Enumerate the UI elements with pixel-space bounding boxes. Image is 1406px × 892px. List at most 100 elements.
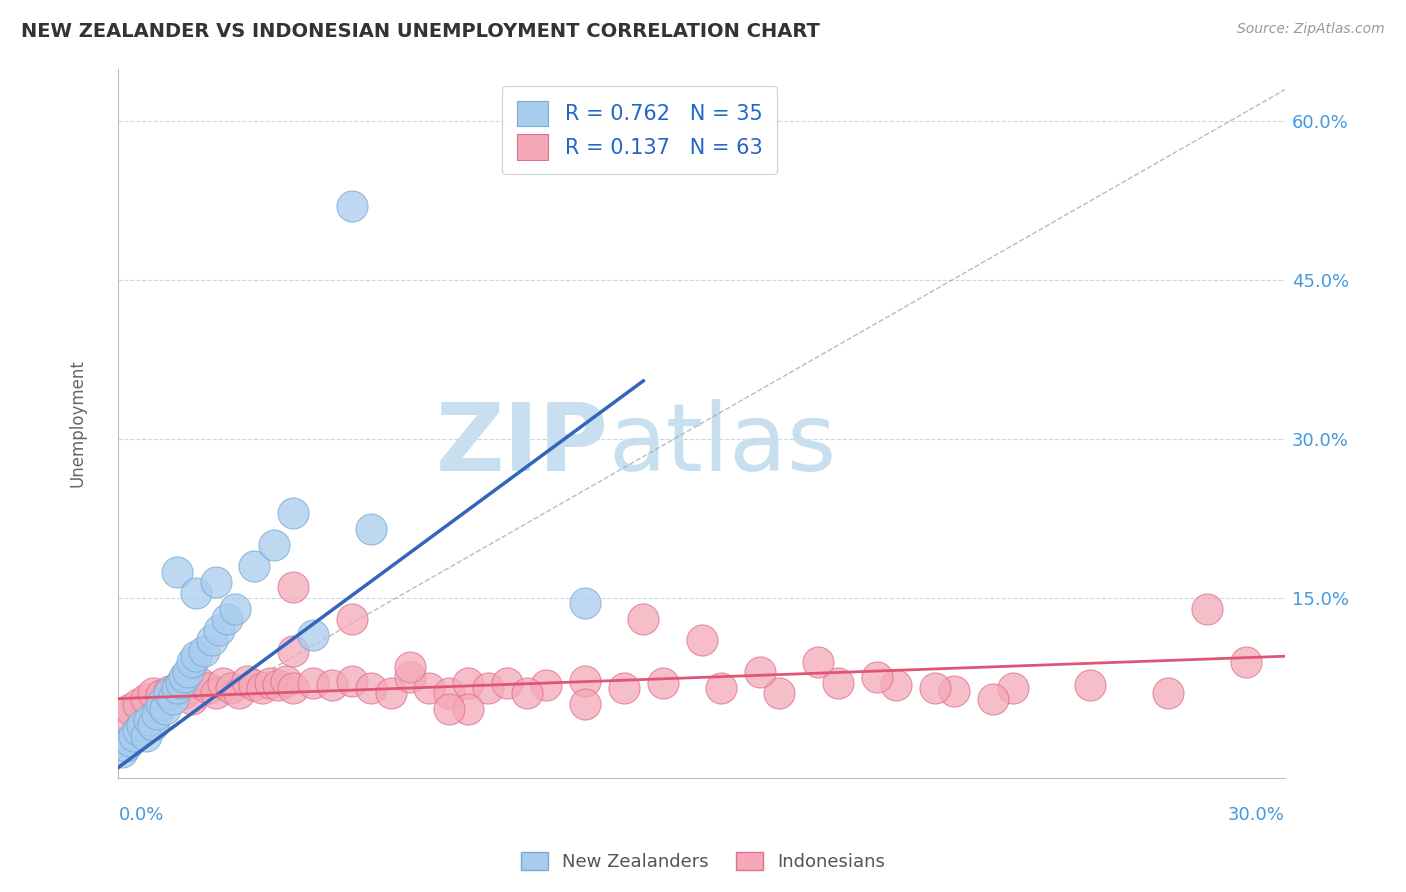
Point <box>340 199 363 213</box>
Point <box>135 729 157 743</box>
Point <box>127 723 149 738</box>
Point <box>162 691 184 706</box>
Legend: New Zealanders, Indonesians: New Zealanders, Indonesians <box>513 845 893 879</box>
Point <box>690 633 713 648</box>
Point <box>142 718 165 732</box>
Point <box>574 673 596 688</box>
Point <box>252 681 274 695</box>
Point <box>340 673 363 688</box>
Point <box>181 691 204 706</box>
Text: atlas: atlas <box>609 399 837 491</box>
Point <box>418 681 440 695</box>
Point <box>1234 655 1257 669</box>
Text: Unemployment: Unemployment <box>69 359 87 487</box>
Point <box>212 675 235 690</box>
Point <box>633 612 655 626</box>
Point <box>516 686 538 700</box>
Point <box>184 585 207 599</box>
Point <box>153 702 176 716</box>
Point <box>150 689 173 703</box>
Point <box>1001 681 1024 695</box>
Point <box>924 681 946 695</box>
Point <box>157 686 180 700</box>
Point <box>399 660 422 674</box>
Point <box>574 697 596 711</box>
Point <box>184 649 207 664</box>
Point <box>496 675 519 690</box>
Point <box>651 675 673 690</box>
Point <box>127 697 149 711</box>
Point <box>118 702 141 716</box>
Point <box>122 729 145 743</box>
Point <box>437 702 460 716</box>
Point <box>477 681 499 695</box>
Point <box>259 675 281 690</box>
Point <box>111 707 134 722</box>
Point <box>166 681 188 695</box>
Point <box>457 702 479 716</box>
Point <box>177 665 200 679</box>
Point <box>283 644 305 658</box>
Point <box>1157 686 1180 700</box>
Point <box>574 596 596 610</box>
Point <box>188 675 211 690</box>
Point <box>243 678 266 692</box>
Point <box>235 673 257 688</box>
Point <box>827 675 849 690</box>
Text: Source: ZipAtlas.com: Source: ZipAtlas.com <box>1237 22 1385 37</box>
Point <box>135 691 157 706</box>
Point <box>380 686 402 700</box>
Point <box>138 713 160 727</box>
Point <box>768 686 790 700</box>
Point <box>710 681 733 695</box>
Point <box>981 691 1004 706</box>
Point <box>437 686 460 700</box>
Point <box>131 718 153 732</box>
Point <box>360 522 382 536</box>
Point <box>748 665 770 679</box>
Point <box>204 575 226 590</box>
Text: 0.0%: 0.0% <box>118 806 163 824</box>
Point <box>111 745 134 759</box>
Point <box>807 655 830 669</box>
Point <box>181 655 204 669</box>
Point <box>301 675 323 690</box>
Text: 30.0%: 30.0% <box>1227 806 1285 824</box>
Text: ZIP: ZIP <box>436 399 609 491</box>
Point <box>197 681 219 695</box>
Point <box>534 678 557 692</box>
Point <box>1195 601 1218 615</box>
Point <box>224 601 246 615</box>
Point <box>219 681 242 695</box>
Point <box>169 675 191 690</box>
Point <box>263 538 285 552</box>
Point <box>243 559 266 574</box>
Point <box>201 633 224 648</box>
Point <box>118 734 141 748</box>
Point <box>274 673 297 688</box>
Text: NEW ZEALANDER VS INDONESIAN UNEMPLOYMENT CORRELATION CHART: NEW ZEALANDER VS INDONESIAN UNEMPLOYMENT… <box>21 22 820 41</box>
Point <box>884 678 907 692</box>
Point <box>173 670 195 684</box>
Point <box>865 670 887 684</box>
Point <box>321 678 343 692</box>
Point <box>115 739 138 754</box>
Point <box>157 684 180 698</box>
Point <box>283 506 305 520</box>
Point <box>166 681 188 695</box>
Point <box>943 684 966 698</box>
Point <box>301 628 323 642</box>
Point <box>146 707 169 722</box>
Point <box>283 681 305 695</box>
Point <box>399 670 422 684</box>
Legend: R = 0.762   N = 35, R = 0.137   N = 63: R = 0.762 N = 35, R = 0.137 N = 63 <box>502 86 778 174</box>
Point <box>228 686 250 700</box>
Point <box>340 612 363 626</box>
Point <box>208 623 231 637</box>
Point <box>1080 678 1102 692</box>
Point <box>613 681 636 695</box>
Point <box>166 565 188 579</box>
Point <box>193 644 215 658</box>
Point <box>217 612 239 626</box>
Point <box>267 678 290 692</box>
